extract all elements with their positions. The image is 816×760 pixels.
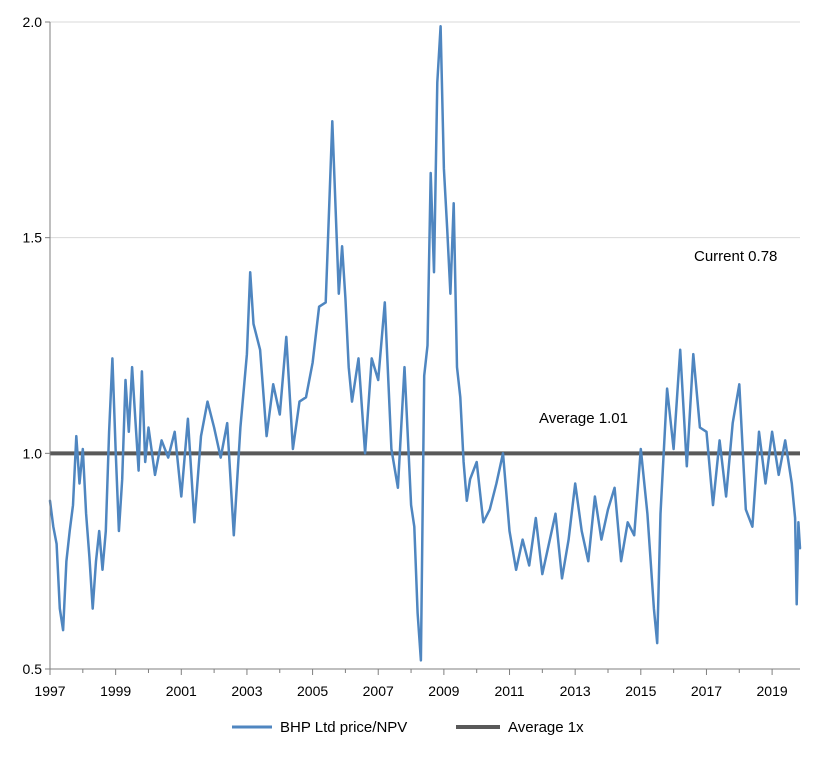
y-ticks: 0.5 1.0 1.5 2.0 bbox=[23, 14, 50, 677]
x-tick-label: 2013 bbox=[560, 683, 591, 699]
legend-label-average: Average 1x bbox=[508, 719, 584, 736]
x-tick-label: 2015 bbox=[625, 683, 656, 699]
x-tick-label: 1999 bbox=[100, 683, 131, 699]
annotation-average: Average 1.01 bbox=[539, 410, 628, 427]
bhp-price-npv-series bbox=[48, 25, 802, 662]
y-tick-label: 0.5 bbox=[23, 661, 43, 677]
x-tick-label: 2007 bbox=[363, 683, 394, 699]
x-tick-label: 2009 bbox=[428, 683, 459, 699]
x-tick-label: 2017 bbox=[691, 683, 722, 699]
y-tick-label: 2.0 bbox=[23, 14, 43, 30]
x-tick-label: 2005 bbox=[297, 683, 328, 699]
price-npv-line bbox=[48, 25, 802, 662]
x-tick-label: 2019 bbox=[757, 683, 788, 699]
x-tick-label: 2003 bbox=[231, 683, 262, 699]
x-ticks: 1997 1999 2001 2003 2005 2007 2009 2011 2013 2015… bbox=[34, 669, 788, 699]
legend: BHP Ltd price/NPV Average 1x bbox=[232, 719, 584, 736]
legend-label-price: BHP Ltd price/NPV bbox=[280, 719, 407, 736]
x-tick-label: 1997 bbox=[34, 683, 65, 699]
y-tick-label: 1.0 bbox=[23, 445, 43, 461]
x-tick-label: 2011 bbox=[494, 683, 524, 699]
x-tick-label: 2001 bbox=[166, 683, 197, 699]
annotation-current: Current 0.78 bbox=[694, 248, 777, 265]
y-tick-label: 1.5 bbox=[23, 230, 43, 246]
